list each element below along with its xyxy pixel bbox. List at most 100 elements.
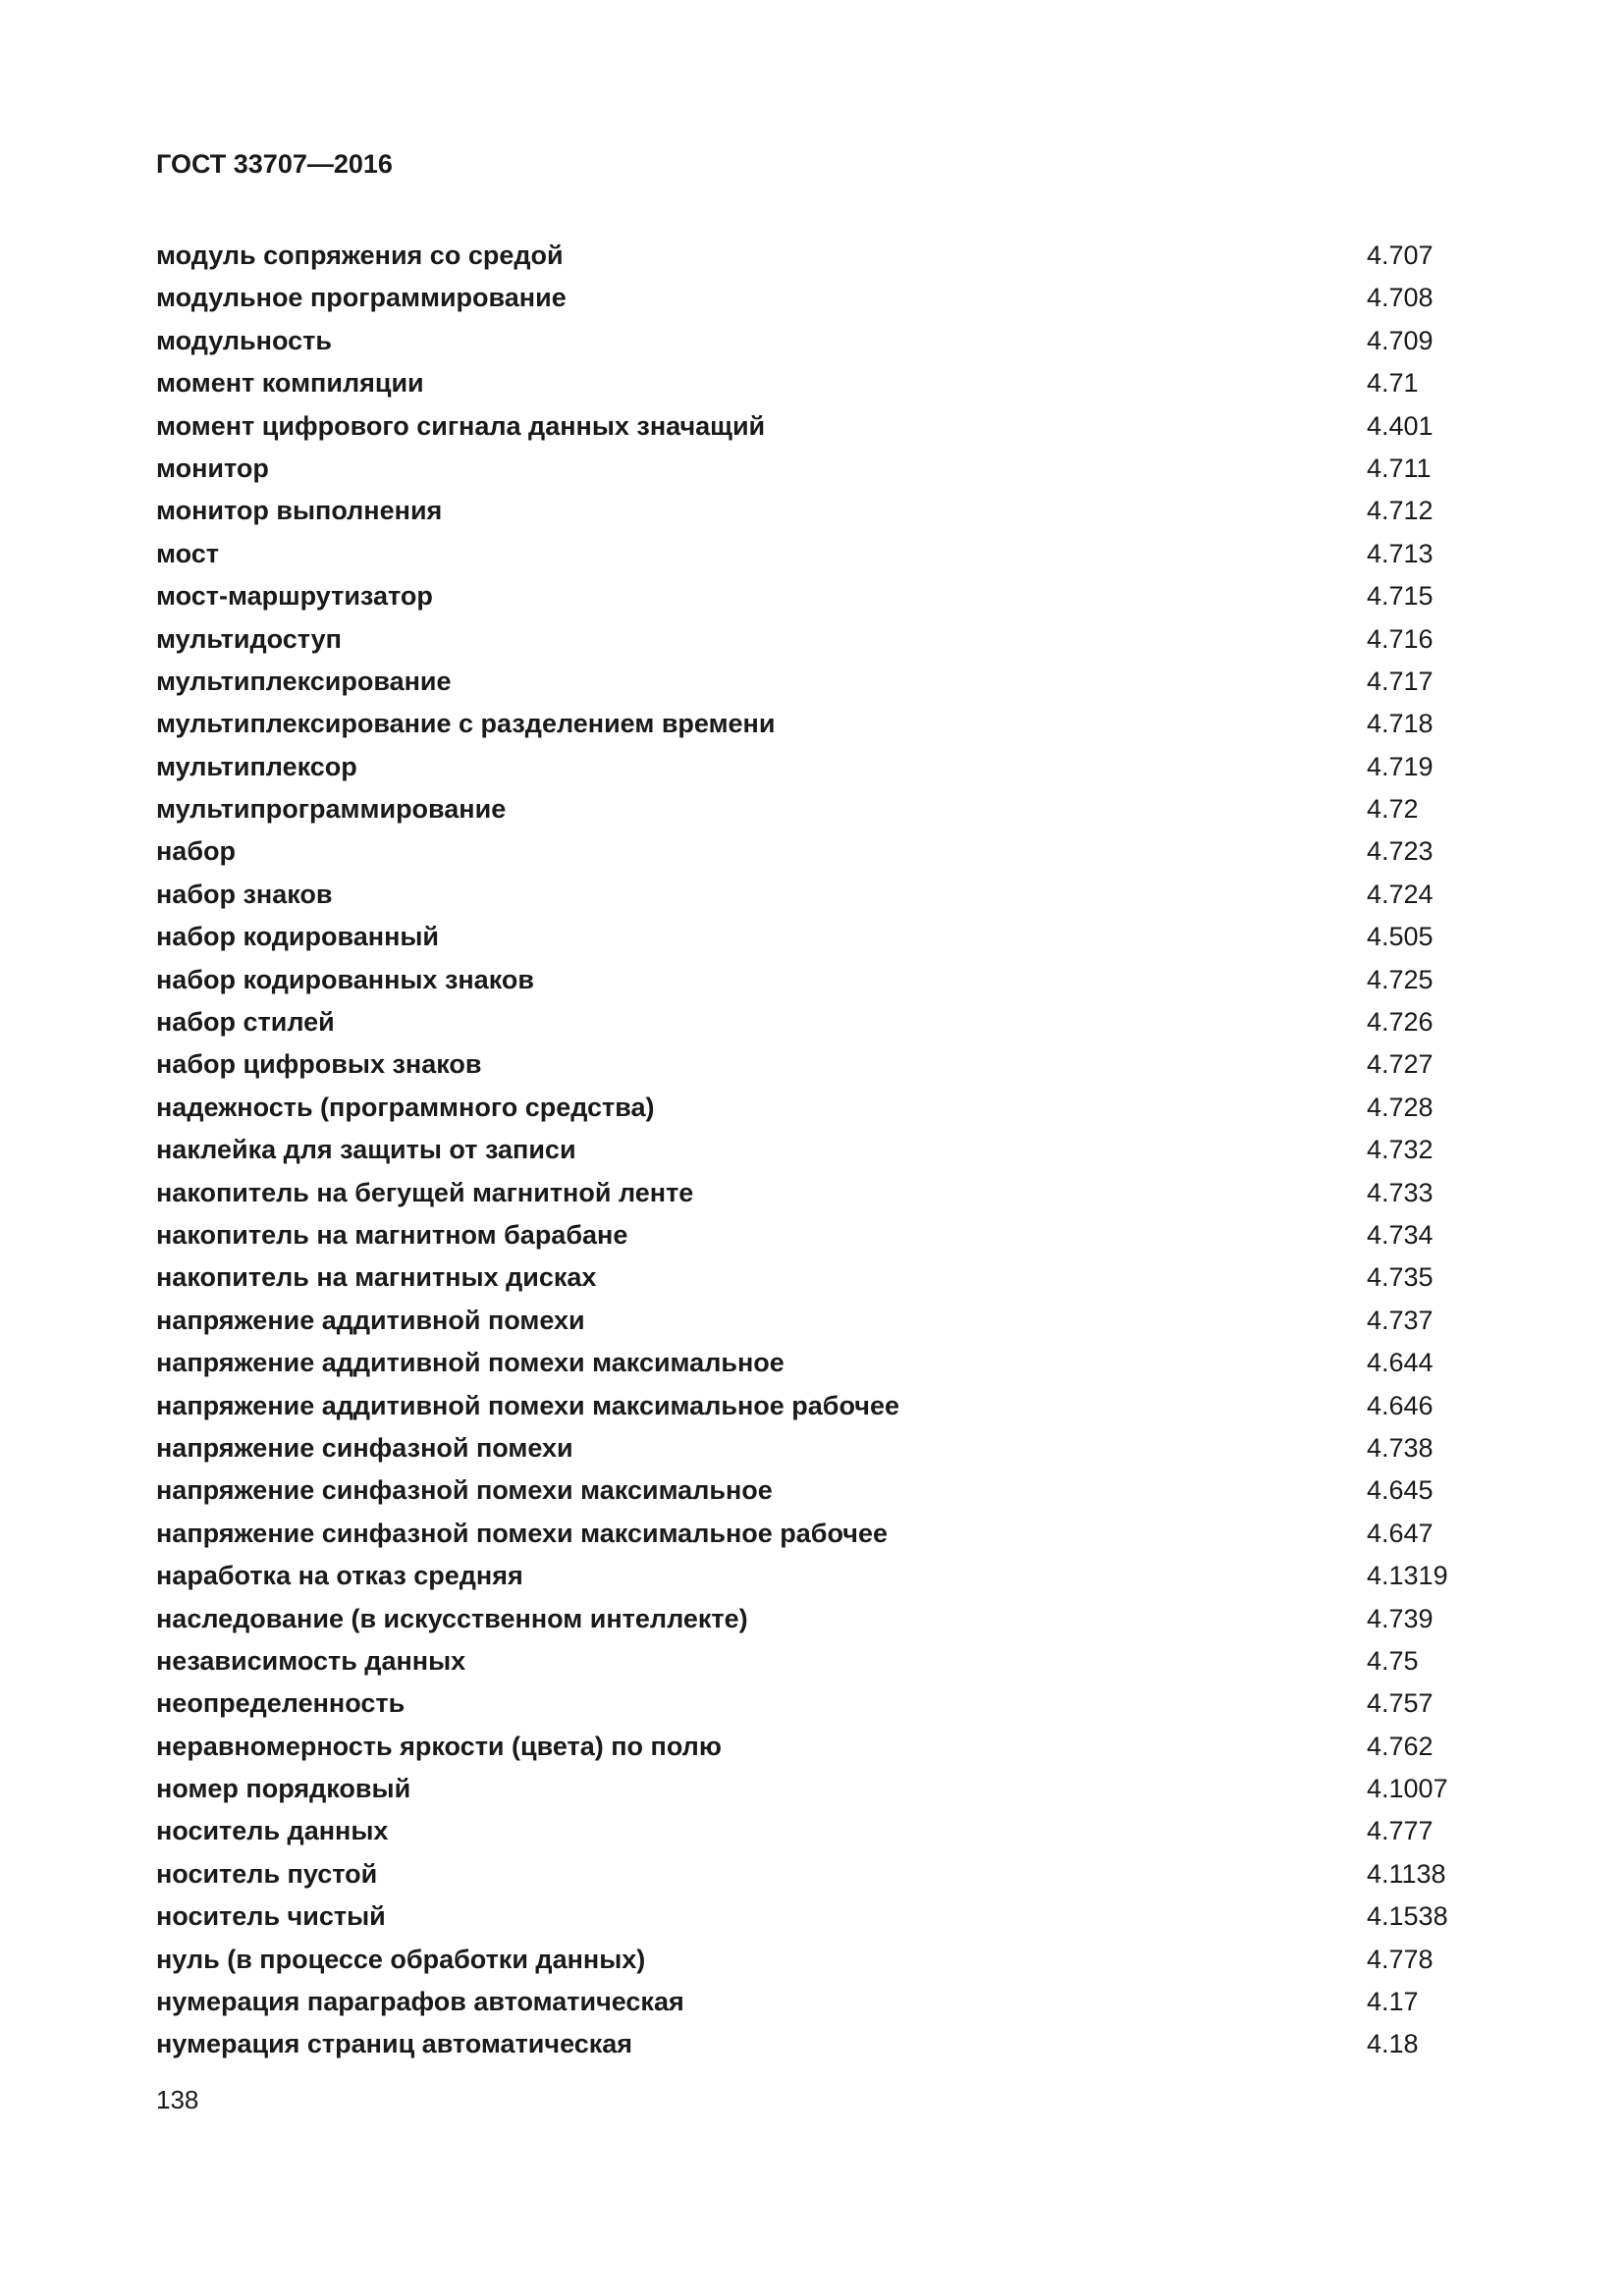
entry-reference: 4.724 (1367, 879, 1434, 909)
entry-reference: 4.734 (1367, 1219, 1434, 1250)
entry-term: накопитель на магнитном барабане (156, 1219, 628, 1250)
entry-term: набор знаков (156, 879, 333, 909)
index-entry: носитель данных 4.777 (156, 1814, 1531, 1856)
index-entry: монитор 4.711 (156, 452, 1531, 494)
entry-term: модуль сопряжения со средой (156, 240, 564, 270)
index-entry: мультидоступ 4.716 (156, 622, 1531, 665)
entry-reference: 4.71 (1367, 368, 1419, 399)
entry-reference: 4.726 (1367, 1007, 1434, 1038)
entry-term: мост (156, 538, 219, 568)
entry-term: мультиплексор (156, 751, 357, 781)
entry-term: набор (156, 836, 236, 867)
entry-reference: 4.733 (1367, 1177, 1434, 1207)
entry-reference: 4.715 (1367, 581, 1434, 612)
index-entry: монитор выполнения 4.712 (156, 494, 1531, 536)
entry-reference: 4.717 (1367, 666, 1434, 696)
entry-term: неравномерность яркости (цвета) по полю (156, 1731, 722, 1761)
index-entry: надежность (программного средства) 4.728 (156, 1091, 1531, 1133)
entry-term: напряжение синфазной помехи максимальное… (156, 1518, 888, 1548)
index-entry: неравномерность яркости (цвета) по полю 4… (156, 1730, 1531, 1772)
entry-term: набор цифровых знаков (156, 1049, 482, 1080)
entry-reference: 4.757 (1367, 1688, 1434, 1719)
entry-term: нумерация параграфов автоматическая (156, 1987, 684, 2017)
entry-term: набор стилей (156, 1007, 335, 1038)
index-entry: мультипрограммирование 4.72 (156, 792, 1531, 834)
index-entry: модульность 4.709 (156, 324, 1531, 366)
entry-term: нуль (в процессе обработки данных) (156, 1944, 646, 1974)
index-entry: номер порядковый 4.1007 (156, 1772, 1531, 1814)
entry-reference: 4.645 (1367, 1475, 1434, 1506)
index-entry: набор кодированных знаков 4.725 (156, 963, 1531, 1005)
index-entry: нуль (в процессе обработки данных) 4.778 (156, 1943, 1531, 1985)
index-entry: наклейка для защиты от записи 4.732 (156, 1133, 1531, 1175)
index-entry: нумерация параграфов автоматическая 4.17 (156, 1985, 1531, 2027)
index-entry: напряжение аддитивной помехи максимально… (156, 1346, 1531, 1388)
entry-term: монитор (156, 453, 269, 483)
entry-term: независимость данных (156, 1645, 466, 1676)
entry-reference: 4.505 (1367, 922, 1434, 952)
entry-term: набор кодированных знаков (156, 964, 534, 994)
entry-reference: 4.712 (1367, 496, 1434, 526)
entry-term: мультипрограммирование (156, 794, 507, 825)
index-entry: носитель чистый 4.1538 (156, 1899, 1531, 1942)
index-entry: момент компиляции 4.71 (156, 366, 1531, 408)
entry-reference: 4.738 (1367, 1432, 1434, 1463)
index-entry: неопределенность 4.757 (156, 1686, 1531, 1729)
index-entry: набор цифровых знаков 4.727 (156, 1047, 1531, 1090)
entry-term: накопитель на бегущей магнитной ленте (156, 1177, 694, 1207)
entry-term: момент компиляции (156, 368, 424, 399)
page-number: 138 (156, 2085, 199, 2114)
entry-reference: 4.647 (1367, 1518, 1434, 1548)
entry-term: накопитель на магнитных дисках (156, 1262, 597, 1293)
index-entry: напряжение синфазной помехи максимальное… (156, 1517, 1531, 1559)
index-entry: набор кодированный 4.505 (156, 920, 1531, 962)
index-entry: наследование (в искусственном интеллекте… (156, 1602, 1531, 1644)
index-entry: момент цифрового сигнала данных значащий… (156, 409, 1531, 452)
entry-term: носитель данных (156, 1816, 389, 1846)
entry-reference: 4.777 (1367, 1816, 1434, 1846)
entry-term: наклейка для защиты от записи (156, 1135, 576, 1165)
entry-reference: 4.18 (1367, 2029, 1419, 2059)
entry-reference: 4.709 (1367, 325, 1434, 355)
entry-term: неопределенность (156, 1688, 406, 1719)
entry-term: напряжение синфазной помехи максимальное (156, 1475, 773, 1506)
entry-reference: 4.718 (1367, 709, 1434, 739)
entry-term: нумерация страниц автоматическая (156, 2029, 633, 2059)
entry-reference: 4.728 (1367, 1092, 1434, 1122)
entry-term: момент цифрового сигнала данных значащий (156, 410, 766, 441)
index-entry: набор 4.723 (156, 834, 1531, 877)
index-entry: набор знаков 4.724 (156, 878, 1531, 920)
entry-term: напряжение аддитивной помехи максимально… (156, 1348, 785, 1378)
index-entry: напряжение аддитивной помехи максимально… (156, 1389, 1531, 1431)
entry-term: модульность (156, 325, 332, 355)
entry-reference: 4.707 (1367, 240, 1434, 270)
entry-reference: 4.723 (1367, 836, 1434, 867)
entry-term: мост-маршрутизатор (156, 581, 433, 612)
entry-reference: 4.716 (1367, 623, 1434, 654)
index-entry: набор стилей 4.726 (156, 1005, 1531, 1047)
entry-term: наработка на отказ средняя (156, 1561, 523, 1591)
entry-reference: 4.17 (1367, 1987, 1419, 2017)
index-entry: мультиплексирование 4.717 (156, 665, 1531, 707)
entry-reference: 4.1138 (1367, 1858, 1446, 1889)
entry-reference: 4.711 (1367, 453, 1432, 483)
entry-reference: 4.1538 (1367, 1901, 1448, 1932)
index-entry: мультиплексирование с разделением времен… (156, 707, 1531, 749)
entry-term: набор кодированный (156, 922, 440, 952)
entry-reference: 4.644 (1367, 1348, 1434, 1378)
entry-reference: 4.708 (1367, 283, 1434, 313)
entry-reference: 4.646 (1367, 1390, 1434, 1420)
entry-term: напряжение синфазной помехи (156, 1432, 573, 1463)
index-entry: носитель пустой 4.1138 (156, 1857, 1531, 1899)
index-entry: мост-маршрутизатор 4.715 (156, 579, 1531, 621)
entry-reference: 4.778 (1367, 1944, 1434, 1974)
entry-reference: 4.735 (1367, 1262, 1434, 1293)
index-entry: накопитель на бегущей магнитной ленте 4.7… (156, 1176, 1531, 1218)
index-entry: мост 4.713 (156, 537, 1531, 579)
entry-term: модульное программирование (156, 283, 567, 313)
document-header: ГОСТ 33707—2016 (156, 149, 393, 179)
index-entry: напряжение аддитивной помехи 4.737 (156, 1304, 1531, 1346)
entry-reference: 4.762 (1367, 1731, 1434, 1761)
index-list: модуль сопряжения со средой 4.707 модульно… (156, 239, 1531, 2070)
entry-term: мультиплексирование с разделением времен… (156, 709, 776, 739)
